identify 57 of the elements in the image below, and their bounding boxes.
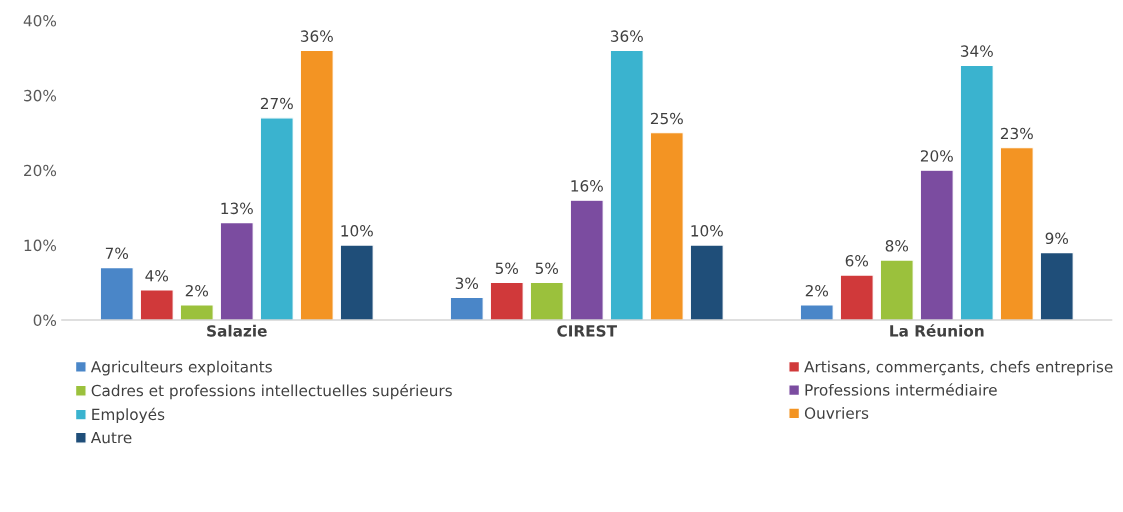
bar [259, 117, 294, 320]
data-label: 3% [455, 277, 479, 290]
x-tick-label: La Réunion [890, 324, 984, 337]
y-tick-label: 10% [24, 239, 57, 252]
bar [999, 147, 1034, 320]
bar [99, 267, 134, 320]
y-tick-label: 20% [24, 164, 57, 177]
bar [569, 199, 604, 320]
data-label: 5% [495, 262, 519, 275]
data-label: 9% [1045, 232, 1069, 245]
bar [1039, 252, 1074, 320]
legend-label: Ouvriers [804, 407, 869, 419]
data-label: 10% [341, 225, 373, 237]
legend-label: Cadres et professions intellectuelles supérieurs [91, 383, 452, 400]
data-label: 36% [610, 30, 643, 42]
bar [179, 304, 214, 320]
bar [839, 274, 874, 320]
bar [799, 304, 834, 320]
legend-label: Professions intermédiaire [805, 383, 997, 396]
bar [219, 222, 254, 320]
x-tick-label: Salazie [207, 324, 267, 337]
data-label: 6% [845, 255, 869, 267]
bar [139, 289, 174, 320]
bar [339, 244, 374, 320]
legend-label: Autre [90, 431, 132, 444]
x-tick-label: CIREST [557, 325, 617, 337]
bar [689, 244, 724, 320]
data-label: 36% [300, 30, 333, 42]
y-tick-label: 0% [33, 314, 57, 327]
legend-label: Agriculteurs exploitants [90, 360, 272, 376]
data-label: 34% [960, 45, 993, 57]
legend-label: Artisans, commerçants, chefs entreprise [804, 360, 1113, 376]
data-label: 7% [105, 247, 129, 260]
data-label: 10% [691, 225, 723, 237]
data-label: 4% [145, 269, 169, 282]
data-label: 2% [805, 284, 829, 297]
data-label: 16% [571, 180, 603, 192]
bar [649, 132, 684, 320]
bar [449, 296, 484, 320]
legend-label: Employés [92, 407, 165, 424]
data-label: 5% [535, 262, 559, 275]
bar [529, 282, 564, 320]
bar [879, 259, 914, 320]
data-label: 27% [260, 97, 293, 110]
bar [299, 49, 334, 320]
y-tick-label: 30% [24, 89, 57, 102]
y-tick-label: 40% [23, 14, 57, 27]
data-label: 23% [1000, 127, 1033, 140]
data-label: 20% [920, 150, 953, 162]
data-label: 8% [885, 240, 909, 252]
data-label: 2% [185, 284, 209, 297]
bar [489, 282, 524, 320]
bar [609, 49, 644, 320]
bar [919, 169, 954, 320]
bar [959, 64, 994, 320]
data-label: 25% [650, 112, 683, 125]
data-label: 13% [221, 202, 253, 215]
